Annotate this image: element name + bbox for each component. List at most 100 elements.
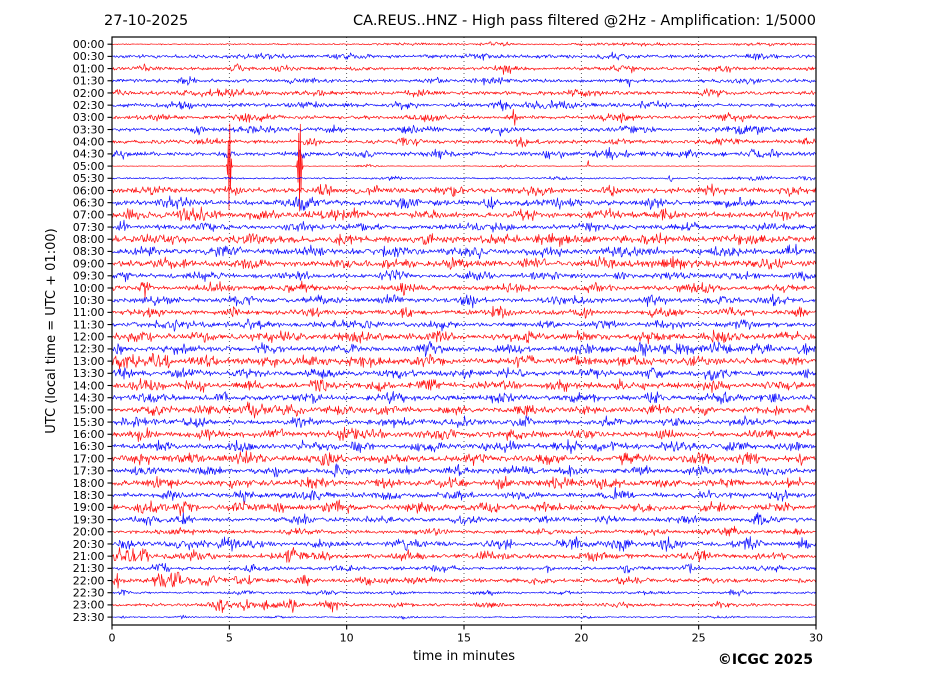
seismic-trace-row [112,108,816,126]
seismic-trace-row [112,377,816,393]
seismic-trace-row [112,232,816,247]
x-tick-label: 5 [226,632,233,645]
y-tick-label: 16:00 [73,428,105,441]
seismic-trace-row [112,41,816,47]
y-tick-label: 14:30 [73,391,105,404]
seismic-trace-row [112,546,816,563]
seismic-trace-row [112,426,816,443]
x-axis-ticks: 0 5 10 15 20 25 30 [109,625,823,645]
seismic-trace-row [112,589,816,597]
y-tick-label: 00:30 [73,50,105,63]
seismic-trace-row [112,536,816,552]
y-axis-ticks: 00:0000:3001:0001:3002:0002:3003:0003:30… [73,38,112,624]
y-tick-label: 02:30 [73,99,105,112]
seismic-trace-row [112,51,816,61]
y-tick-label: 03:00 [73,111,105,124]
y-tick-label: 22:30 [73,587,105,600]
x-tick-label: 10 [340,632,354,645]
y-tick-label: 06:30 [73,196,105,209]
y-tick-label: 23:00 [73,599,105,612]
y-tick-label: 13:30 [73,367,105,380]
seismic-trace-row [112,329,816,345]
credit: ©ICGC 2025 [718,652,813,668]
y-tick-label: 21:30 [73,562,105,575]
y-tick-label: 21:00 [73,550,105,563]
seismic-trace-row [112,512,816,526]
seismic-trace-row [112,88,816,98]
y-tick-label: 09:00 [73,257,105,270]
seismic-traces [112,41,816,620]
y-tick-label: 19:30 [73,513,105,526]
y-tick-label: 09:30 [73,270,105,283]
seismic-trace-row [112,401,816,419]
seismic-trace-row [112,391,816,405]
y-tick-label: 17:00 [73,452,105,465]
station-title: CA.REUS..HNZ - High pass filtered @2Hz -… [353,13,816,29]
y-tick-label: 01:30 [73,75,105,88]
seismic-trace-row [112,571,816,589]
seismic-trace-row [112,136,816,148]
y-tick-label: 06:00 [73,184,105,197]
y-tick-label: 22:00 [73,574,105,587]
seismic-trace-row [112,124,816,137]
seismic-trace-row [112,450,816,467]
x-axis-label: time in minutes [413,649,515,664]
seismic-trace-row [112,99,816,112]
y-tick-label: 03:30 [73,123,105,136]
y-tick-label: 10:30 [73,294,105,307]
y-tick-label: 19:00 [73,501,105,514]
seismic-trace-row [112,76,816,88]
seismic-trace-row [112,353,816,370]
y-tick-label: 11:00 [73,306,105,319]
seismic-trace-row [112,123,816,212]
seismic-trace-row [112,269,816,283]
seismic-trace-row [112,293,816,309]
seismic-trace-row [112,63,816,75]
seismic-trace-row [112,415,816,429]
seismic-trace-row [112,486,816,505]
y-tick-label: 08:00 [73,233,105,246]
y-tick-label: 16:30 [73,440,105,453]
y-axis-label: UTC (local time = UTC + 01:00) [44,228,59,433]
y-tick-label: 11:30 [73,318,105,331]
seismic-trace-row [112,318,816,332]
seismic-trace-row [112,475,816,490]
seismic-trace-row [112,340,816,357]
x-tick-label: 20 [574,632,588,645]
y-tick-label: 12:30 [73,343,105,356]
seismic-trace-row [112,280,816,299]
y-tick-label: 07:30 [73,221,105,234]
seismic-trace-row [112,614,816,620]
y-tick-label: 17:30 [73,465,105,478]
y-tick-label: 15:00 [73,404,105,417]
seismic-trace-row [112,598,816,614]
y-tick-label: 23:30 [73,611,105,624]
y-tick-label: 10:00 [73,282,105,295]
y-tick-label: 02:00 [73,87,105,100]
x-tick-label: 0 [109,632,116,645]
seismic-trace-row [112,183,816,197]
seismic-trace-row [112,219,816,233]
grid-lines [228,37,700,625]
y-tick-label: 05:30 [73,172,105,185]
x-tick-label: 25 [692,632,706,645]
seismic-trace-row [112,195,816,211]
seismic-trace-row [112,463,816,478]
y-tick-label: 08:30 [73,245,105,258]
y-tick-label: 18:00 [73,477,105,490]
y-tick-label: 18:30 [73,489,105,502]
y-tick-label: 00:00 [73,38,105,51]
seismic-trace-row [112,206,816,222]
x-tick-label: 15 [457,632,471,645]
y-tick-label: 12:00 [73,331,105,344]
seismic-trace-row [112,525,816,537]
y-tick-label: 04:00 [73,136,105,149]
y-tick-label: 20:00 [73,526,105,539]
date-title: 27-10-2025 [104,13,188,29]
seismic-trace-row [112,255,816,270]
y-tick-label: 20:30 [73,538,105,551]
x-tick-label: 30 [809,632,823,645]
seismic-trace-row [112,562,816,574]
y-tick-label: 13:00 [73,355,105,368]
